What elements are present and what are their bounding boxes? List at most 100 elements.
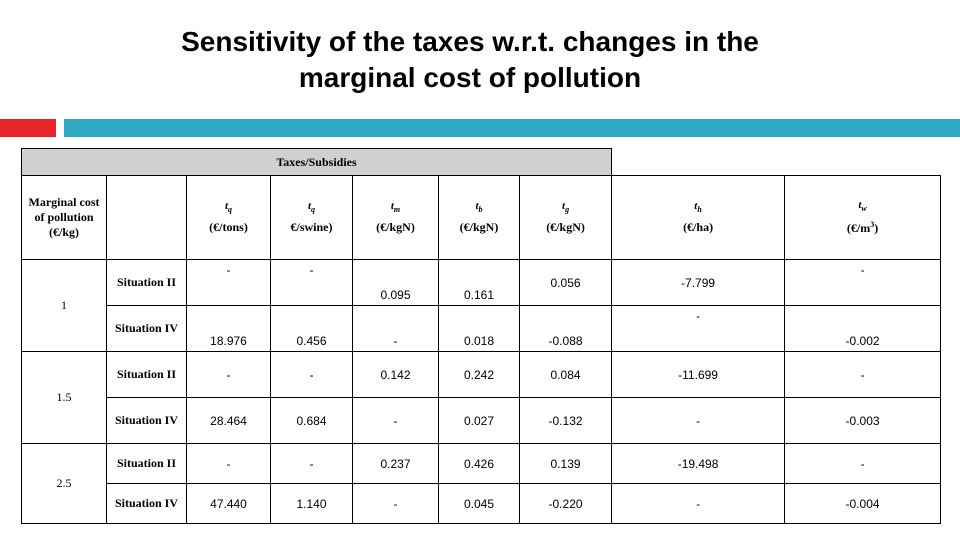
mc-cell: 2.5 bbox=[21, 443, 107, 524]
value-cell: 0.242 bbox=[438, 351, 520, 398]
value-cell: - bbox=[186, 351, 271, 398]
value-cell: -0.220 bbox=[518, 483, 613, 524]
situation-cell: Situation IV bbox=[106, 305, 187, 352]
situation-cell: Situation II bbox=[106, 443, 187, 484]
value-cell: 0.237 bbox=[352, 443, 439, 484]
col-header-4: tg (€/kgN) bbox=[518, 175, 613, 260]
value-cell: 0.456 bbox=[270, 305, 353, 352]
col-unit-6: (€/m3) bbox=[787, 220, 938, 236]
col-unit-4: (€/kgN) bbox=[546, 220, 585, 235]
value-cell: - bbox=[352, 483, 439, 524]
value-cell: - bbox=[611, 305, 786, 352]
value-cell: -0.132 bbox=[518, 397, 613, 444]
symbol-subscript: m bbox=[393, 205, 401, 215]
situation-header bbox=[106, 175, 187, 260]
slide-title: Sensitivity of the taxes w.r.t. changes … bbox=[70, 24, 870, 96]
value-cell: 0.018 bbox=[438, 305, 520, 352]
col-symbol-3: tb bbox=[475, 199, 483, 215]
table-row: 1 Situation II - - 0.095 0.161 0.056 -7.… bbox=[21, 259, 942, 352]
col-header-6: tw (€/m3) bbox=[784, 175, 942, 260]
symbol-subscript: w bbox=[861, 204, 867, 214]
situation-cell: Situation IV bbox=[106, 483, 187, 524]
value-cell: -7.799 bbox=[611, 259, 786, 306]
value-cell: 0.161 bbox=[438, 259, 520, 306]
col-header-3: tb (€/kgN) bbox=[438, 175, 520, 260]
situation-cell: Situation IV bbox=[106, 397, 187, 444]
group-header-row: Taxes/Subsidies bbox=[20, 148, 941, 176]
value-cell: - bbox=[611, 397, 786, 444]
value-cell: - bbox=[352, 397, 439, 444]
mc-cell: 1.5 bbox=[21, 351, 107, 444]
col-unit-6-end: ) bbox=[874, 220, 879, 235]
value-cell: - bbox=[352, 305, 439, 352]
situation-cell: Situation II bbox=[106, 351, 187, 398]
value-cell: - bbox=[784, 351, 942, 398]
tax-sensitivity-table: Taxes/Subsidies Marginal cost of polluti… bbox=[20, 148, 942, 524]
mc-cell: 1 bbox=[21, 259, 107, 352]
value-cell: - bbox=[784, 259, 942, 306]
col-unit-5: (€/ha) bbox=[683, 220, 714, 235]
value-cell: - bbox=[270, 351, 353, 398]
col-unit-6-text: (€/m bbox=[846, 220, 871, 235]
value-cell: -0.088 bbox=[518, 305, 613, 352]
table-row: Situation IV 18.976 0.456 - 0.018 -0.088… bbox=[22, 305, 942, 352]
marginal-cost-header: Marginal cost of pollution (€/kg) bbox=[21, 175, 107, 260]
column-header-row: Marginal cost of pollution (€/kg) tq (€/… bbox=[21, 175, 942, 260]
value-cell: 0.684 bbox=[270, 397, 353, 444]
table-row: Situation IV 47.440 1.140 - 0.045 -0.220… bbox=[22, 483, 942, 524]
group-header-blank bbox=[612, 149, 941, 176]
col-unit-6-sup: 3 bbox=[870, 219, 875, 229]
value-cell: - bbox=[270, 259, 353, 306]
value-cell: 1.140 bbox=[270, 483, 353, 524]
value-cell: -0.004 bbox=[784, 483, 942, 524]
table-row: Situation IV 28.464 0.684 - 0.027 -0.132… bbox=[22, 397, 942, 444]
value-cell: 0.084 bbox=[518, 351, 613, 398]
value-cell: 0.095 bbox=[352, 259, 439, 306]
col-header-2: tm (€/kgN) bbox=[352, 175, 439, 260]
col-header-5: th (€/ha) bbox=[611, 175, 786, 260]
accent-bar-teal bbox=[64, 119, 960, 137]
group-header-cell: Taxes/Subsidies bbox=[20, 148, 613, 176]
value-cell: -11.699 bbox=[611, 351, 786, 398]
value-cell: 47.440 bbox=[186, 483, 271, 524]
value-cell: -0.003 bbox=[784, 397, 942, 444]
col-unit-1: €/swine) bbox=[290, 220, 333, 235]
value-cell: - bbox=[611, 483, 786, 524]
value-cell: 28.464 bbox=[186, 397, 271, 444]
symbol-subscript: h bbox=[697, 205, 702, 215]
table-row: 1.5 Situation II - - 0.142 0.242 0.084 -… bbox=[21, 351, 942, 444]
col-unit-3: (€/kgN) bbox=[459, 220, 499, 235]
col-symbol-5: th bbox=[694, 199, 702, 215]
value-cell: - bbox=[186, 259, 271, 306]
value-cell: -19.498 bbox=[611, 443, 786, 484]
situation-cell: Situation II bbox=[106, 259, 187, 306]
value-cell: 0.142 bbox=[352, 351, 439, 398]
value-cell: 18.976 bbox=[186, 305, 271, 352]
col-symbol-1: tq bbox=[307, 199, 316, 215]
col-symbol-0: tq bbox=[224, 199, 233, 215]
title-line-2: marginal cost of pollution bbox=[298, 62, 642, 93]
col-header-0: tq (€/tons) bbox=[186, 175, 271, 260]
col-symbol-6: tw bbox=[858, 199, 867, 214]
col-unit-2: (€/kgN) bbox=[376, 220, 415, 235]
table-row: 2.5 Situation II - - 0.237 0.426 0.139 -… bbox=[21, 443, 942, 524]
col-symbol-2: tm bbox=[390, 199, 401, 215]
accent-bar-red bbox=[0, 119, 56, 137]
value-cell: 0.045 bbox=[438, 483, 520, 524]
symbol-subscript: q bbox=[311, 205, 316, 215]
col-unit-0: (€/tons) bbox=[209, 220, 248, 235]
value-cell: 0.027 bbox=[438, 397, 520, 444]
title-line-1: Sensitivity of the taxes w.r.t. changes … bbox=[181, 26, 759, 57]
value-cell: 0.139 bbox=[518, 443, 613, 484]
value-cell: - bbox=[784, 443, 942, 484]
value-cell: 0.426 bbox=[438, 443, 520, 484]
value-cell: -0.002 bbox=[784, 305, 942, 352]
symbol-subscript: q bbox=[228, 205, 233, 215]
value-cell: 0.056 bbox=[518, 259, 613, 306]
symbol-subscript: b bbox=[478, 205, 483, 215]
col-header-1: tq €/swine) bbox=[270, 175, 353, 260]
col-symbol-4: tg bbox=[562, 199, 570, 215]
value-cell: - bbox=[270, 443, 353, 484]
symbol-subscript: g bbox=[565, 205, 570, 215]
value-cell: - bbox=[186, 443, 271, 484]
